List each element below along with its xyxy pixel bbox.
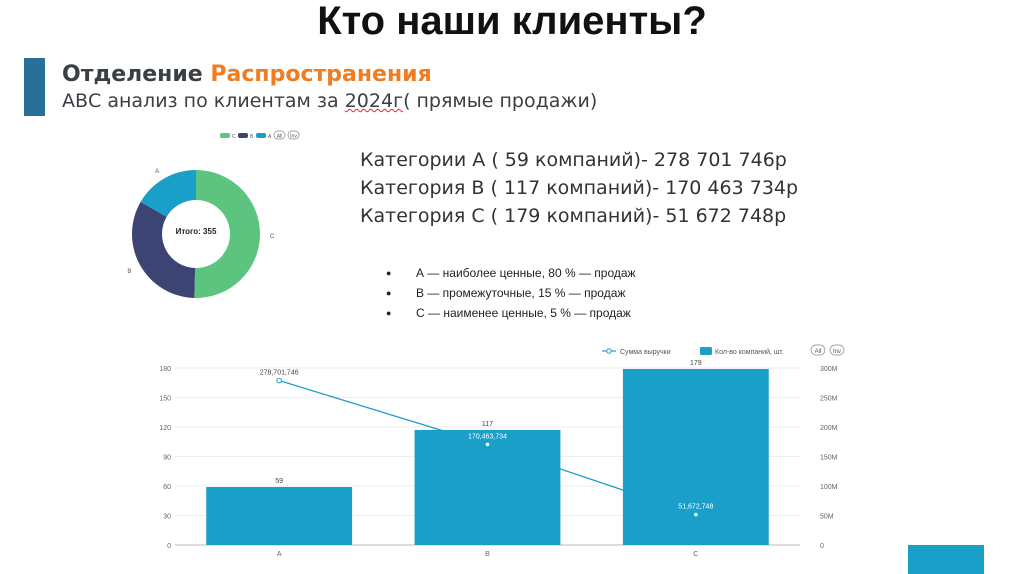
donut-slice-a xyxy=(140,170,196,217)
donut-chart: C B A All Inv C B A Итого: 355 xyxy=(127,130,300,298)
legend-toggle xyxy=(829,344,845,356)
bar-b xyxy=(414,429,561,545)
donut-legend-label: A xyxy=(268,134,272,140)
donut-legend: C B A All Inv xyxy=(220,130,300,140)
bar-a xyxy=(206,486,353,545)
category-c-line: Категория С ( 179 компаний)- 51 672 748р xyxy=(360,205,787,227)
definition-c: С — наименее ценные, 5 % — продаж xyxy=(386,303,636,323)
department-heading: Отделение Распространения xyxy=(62,62,432,87)
combo-legend: Сумма выручки Кол-во компаний, шт. All Inv xyxy=(602,344,845,356)
donut-legend-toggle xyxy=(287,130,300,140)
definition-a: А — наиболее ценные, 80 % — продаж xyxy=(386,263,636,283)
bar-value-label: 59 xyxy=(275,478,283,485)
donut-center-label: Итого: 355 xyxy=(176,227,217,236)
donut-slice-b xyxy=(132,201,196,298)
legend-toggle-label: All xyxy=(815,349,822,355)
revenue-point xyxy=(693,511,699,518)
x-axis-tick: C xyxy=(693,551,698,558)
legend-bar-swatch xyxy=(700,347,712,355)
combo-chart: 0 30 60 90 120 150 180 0 50M 100M 150M 200M 250M 300… xyxy=(159,344,845,558)
legend-line-marker xyxy=(606,348,612,354)
left-axis-tick: 30 xyxy=(163,514,171,521)
subtitle-year: 2024г xyxy=(344,90,404,112)
revenue-point xyxy=(276,377,282,384)
combo-bars: 59 117 179 xyxy=(206,360,769,545)
donut-legend-toggle-label: All xyxy=(277,134,283,140)
revenue-value-label: 51,672,748 xyxy=(678,504,713,511)
right-axis-tick: 300M xyxy=(820,366,838,373)
bar-c xyxy=(622,368,769,545)
right-axis-ticks: 0 50M 100M 150M 200M 250M 300M xyxy=(820,366,838,550)
donut-legend-swatch xyxy=(238,133,248,138)
left-axis-tick: 60 xyxy=(163,484,171,491)
right-axis-tick: 200M xyxy=(820,425,838,432)
donut-legend-toggle-label: Inv xyxy=(290,134,297,140)
left-axis-tick: 180 xyxy=(159,366,171,373)
left-axis-tick: 90 xyxy=(163,455,171,462)
donut-slice-label: C xyxy=(270,234,275,240)
left-axis-tick: 0 xyxy=(167,543,171,550)
decorative-block xyxy=(908,545,984,574)
category-a-line: Категории А ( 59 компаний)- 278 701 746р xyxy=(360,149,787,171)
bar-value-label: 117 xyxy=(482,421,493,428)
donut-slices: C B A xyxy=(127,169,275,298)
revenue-point xyxy=(484,441,491,448)
right-axis-tick: 250M xyxy=(820,396,838,403)
left-axis-tick: 150 xyxy=(159,396,171,403)
donut-legend-toggle xyxy=(273,130,286,140)
category-b-line: Категория В ( 117 компаний)- 170 463 734… xyxy=(360,177,799,199)
combo-line: 278,701,746 170,463,734 51,672,748 xyxy=(260,370,713,518)
donut-legend-label: C xyxy=(232,134,236,140)
donut-slice-label: B xyxy=(127,269,131,275)
donut-slice-label: A xyxy=(155,169,159,175)
x-axis-tick: A xyxy=(277,551,282,558)
department-prefix: Отделение xyxy=(62,62,211,87)
legend-label: Кол-во компаний, шт. xyxy=(715,348,784,356)
right-axis-tick: 0 xyxy=(820,543,824,550)
page-title: Кто наши клиенты? xyxy=(317,0,707,43)
left-axis-tick: 120 xyxy=(159,425,171,432)
department-highlight: Распространения xyxy=(210,62,432,87)
accent-bar xyxy=(24,58,45,116)
subtitle-start: АВС анализ по клиентам за xyxy=(62,90,345,112)
legend-toggle-label: Inv xyxy=(833,349,841,355)
donut-hole xyxy=(164,202,228,266)
legend-label: Сумма выручки xyxy=(620,349,671,356)
donut-legend-swatch xyxy=(256,133,266,138)
categories-summary: Категории А ( 59 компаний)- 278 701 746р… xyxy=(360,146,798,230)
subtitle: АВС анализ по клиентам за 2024г( прямые … xyxy=(62,90,597,112)
revenue-value-label: 278,701,746 xyxy=(260,370,299,377)
donut-legend-swatch xyxy=(220,133,230,138)
subtitle-end: ( прямые продажи) xyxy=(403,90,598,112)
abc-definitions-list: А — наиболее ценные, 80 % — продаж В — п… xyxy=(386,263,636,323)
x-axis-tick: B xyxy=(485,551,490,558)
left-axis-ticks: 0 30 60 90 120 150 180 xyxy=(159,366,171,550)
legend-toggle xyxy=(810,344,826,356)
donut-slice-c xyxy=(194,170,260,298)
right-axis-tick: 50M xyxy=(820,514,834,521)
definition-b: В — промежуточные, 15 % — продаж xyxy=(386,283,636,303)
right-axis-tick: 100M xyxy=(820,484,838,491)
right-axis-tick: 150M xyxy=(820,455,838,462)
donut-legend-label: B xyxy=(250,134,254,140)
x-axis-ticks: A B C xyxy=(277,551,699,558)
revenue-value-label: 170,463,734 xyxy=(468,433,507,440)
bar-value-label: 179 xyxy=(690,360,702,367)
